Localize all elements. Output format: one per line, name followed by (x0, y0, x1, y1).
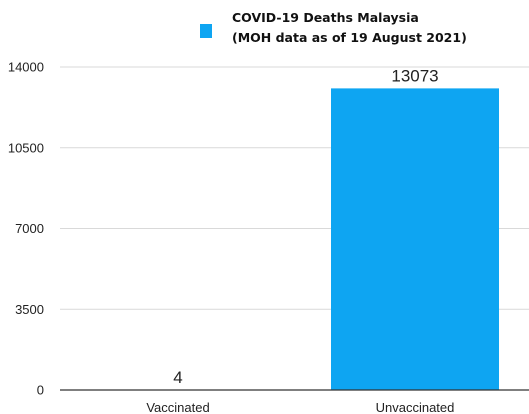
y-axis-tick-labels: 0 3500 7000 10500 14000 (8, 60, 44, 398)
x-axis-category-labels: Vaccinated Unvaccinated (146, 400, 454, 414)
legend: COVID-19 Deaths Malaysia (MOH data as of… (200, 10, 467, 45)
category-label-unvaccinated: Unvaccinated (376, 400, 455, 414)
y-tick-label: 7000 (15, 221, 44, 236)
legend-swatch (200, 24, 212, 38)
legend-label-line-1: COVID-19 Deaths Malaysia (232, 10, 419, 25)
y-tick-label: 0 (37, 383, 44, 398)
bars (94, 88, 499, 391)
data-labels: 4 13073 (173, 66, 438, 387)
data-label-unvaccinated: 13073 (391, 66, 438, 85)
bar-unvaccinated (331, 88, 499, 391)
data-label-vaccinated: 4 (173, 368, 182, 387)
y-tick-label: 10500 (8, 140, 44, 155)
legend-label-line-2: (MOH data as of 19 August 2021) (232, 30, 467, 45)
category-label-vaccinated: Vaccinated (146, 400, 209, 414)
y-tick-label: 3500 (15, 302, 44, 317)
y-tick-label: 14000 (8, 60, 44, 75)
